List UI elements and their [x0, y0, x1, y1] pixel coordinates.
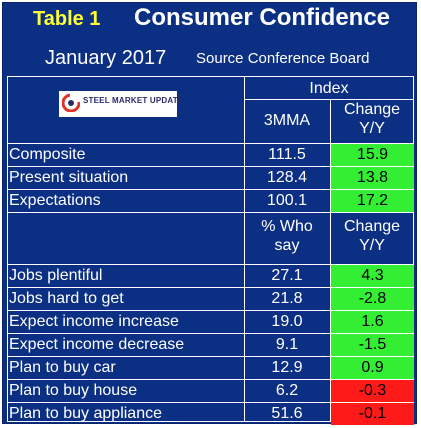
row-divider [7, 356, 414, 357]
data-source: Source Conference Board [196, 50, 370, 67]
row-divider [7, 143, 414, 144]
row-divider [7, 166, 414, 167]
column-header-change-line1: Change [343, 101, 401, 118]
row-change: 17.2 [331, 190, 414, 212]
row-value: 19.0 [271, 313, 303, 330]
table-border-bottom [7, 421, 414, 422]
row-value: 21.8 [271, 290, 303, 307]
row-divider [7, 212, 414, 213]
column-header-who-say: % Who say [244, 217, 330, 255]
table-border-right [413, 76, 414, 422]
column-divider-1 [244, 76, 245, 422]
logo-cell: STEEL MARKET UPDATE [7, 77, 245, 143]
logo-icon [62, 94, 80, 112]
column-header-change: Change Y/Y [330, 100, 414, 138]
column-header-who-say-line2: say [274, 237, 300, 254]
logo-text: STEEL MARKET UPDATE [83, 96, 184, 105]
row-label: Jobs plentiful [9, 267, 103, 284]
row-label: Plan to buy car [9, 359, 116, 376]
row-value: 128.4 [266, 169, 308, 186]
row-value: 111.5 [268, 146, 306, 163]
row-change: 13.8 [331, 167, 414, 189]
row-change: 4.3 [331, 265, 414, 287]
row-divider [7, 333, 414, 334]
row-change: 0.9 [331, 357, 414, 379]
table-label: Table 1 [33, 8, 101, 30]
column-header-who-say-line1: % Who [261, 218, 313, 235]
row-divider [7, 189, 414, 190]
row-value: 12.9 [271, 359, 303, 376]
row-change: 1.6 [331, 311, 414, 333]
row-label: Plan to buy appliance [9, 405, 162, 422]
row-change: 15.9 [331, 144, 414, 166]
table-border-top [7, 76, 414, 77]
row-value: 100.1 [266, 192, 308, 209]
column-header-3mma: 3MMA [263, 112, 311, 129]
row-label: Expectations [9, 192, 101, 209]
confidence-table: Table 1 Consumer Confidence January 2017… [2, 2, 417, 425]
column-divider-2 [330, 99, 331, 422]
steel-market-update-logo: STEEL MARKET UPDATE [59, 91, 183, 117]
row-divider [7, 379, 414, 380]
row-label: Expect income decrease [9, 336, 185, 353]
column-header-change-2-line1: Change [343, 218, 401, 235]
row-divider [7, 264, 414, 265]
row-value: 27.1 [271, 267, 303, 284]
row-label: Composite [9, 146, 86, 163]
report-date: January 2017 [45, 47, 167, 69]
row-label: Plan to buy house [9, 382, 138, 399]
table-title: Consumer Confidence [134, 4, 391, 31]
row-value: 9.1 [275, 336, 299, 353]
row-change: -0.1 [331, 403, 414, 425]
column-header-change-2: Change Y/Y [330, 217, 414, 255]
table-border-left [7, 76, 8, 422]
row-divider [7, 402, 414, 403]
row-label: Expect income increase [9, 313, 179, 330]
index-header: Index [309, 80, 349, 97]
column-header-change-2-line2: Y/Y [359, 237, 385, 254]
row-change: -0.3 [331, 380, 414, 402]
row-divider [7, 310, 414, 311]
row-value: 6.2 [275, 382, 299, 399]
row-label: Present situation [9, 169, 129, 186]
row-change: -2.8 [331, 288, 414, 310]
row-divider [7, 287, 414, 288]
index-header-divider [244, 99, 414, 100]
column-header-change-line2: Y/Y [359, 120, 385, 137]
row-label: Jobs hard to get [9, 290, 124, 307]
row-change: -1.5 [331, 334, 414, 356]
row-value: 51.6 [271, 405, 303, 422]
